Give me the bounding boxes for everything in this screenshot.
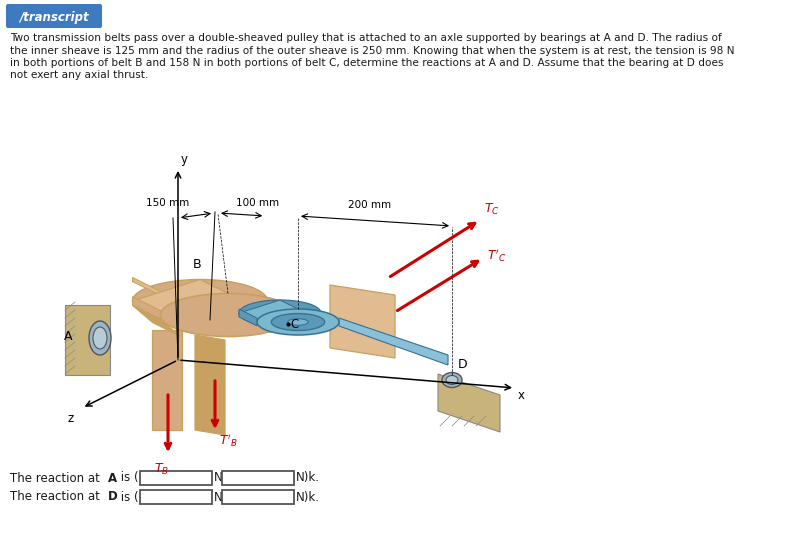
Text: N)j + (: N)j + ( (214, 471, 253, 484)
Text: Two transmission belts pass over a double-sheaved pulley that is attached to an : Two transmission belts pass over a doubl… (10, 33, 722, 43)
Ellipse shape (271, 314, 325, 330)
Text: $T_B$: $T_B$ (154, 462, 169, 477)
Polygon shape (132, 278, 161, 295)
FancyBboxPatch shape (222, 490, 294, 504)
Text: C: C (290, 317, 298, 330)
Text: z: z (68, 412, 74, 425)
Ellipse shape (132, 279, 267, 323)
Text: $T_C$: $T_C$ (484, 202, 500, 217)
Text: D: D (458, 358, 467, 371)
Polygon shape (65, 305, 110, 375)
Text: not exert any axial thrust.: not exert any axial thrust. (10, 70, 148, 81)
Polygon shape (438, 374, 500, 432)
Ellipse shape (161, 294, 296, 337)
Polygon shape (132, 297, 161, 320)
Polygon shape (330, 285, 395, 358)
Text: 100 mm: 100 mm (236, 198, 280, 208)
Ellipse shape (442, 373, 462, 388)
FancyBboxPatch shape (6, 4, 102, 28)
Text: A: A (108, 471, 117, 484)
Text: the inner sheave is 125 mm and the radius of the outer sheave is 250 mm. Knowing: the inner sheave is 125 mm and the radiu… (10, 46, 734, 55)
Polygon shape (239, 309, 257, 326)
Text: 200 mm: 200 mm (348, 200, 392, 210)
Text: B: B (193, 258, 202, 272)
Polygon shape (152, 330, 182, 430)
FancyBboxPatch shape (140, 490, 212, 504)
Text: /transcript: /transcript (19, 11, 89, 24)
Text: N)j + (: N)j + ( (214, 490, 253, 504)
Text: $T'_C$: $T'_C$ (487, 248, 507, 264)
Text: $T'_B$: $T'_B$ (219, 432, 238, 448)
Text: in both portions of belt B and 158 N in both portions of belt C, determine the r: in both portions of belt B and 158 N in … (10, 58, 723, 68)
Ellipse shape (257, 309, 339, 335)
Ellipse shape (93, 327, 107, 349)
Text: A: A (64, 330, 72, 344)
Ellipse shape (288, 319, 308, 325)
Polygon shape (339, 318, 448, 365)
Text: N)k.: N)k. (296, 471, 320, 484)
Text: D: D (108, 490, 117, 504)
Polygon shape (195, 335, 225, 435)
Text: x: x (518, 389, 525, 402)
Polygon shape (132, 279, 228, 315)
Text: The reaction at: The reaction at (10, 490, 104, 504)
Text: is (: is ( (117, 490, 139, 504)
Text: The reaction at: The reaction at (10, 471, 104, 484)
FancyBboxPatch shape (140, 471, 212, 485)
Polygon shape (132, 306, 180, 337)
Text: 150 mm: 150 mm (147, 198, 190, 208)
FancyBboxPatch shape (222, 471, 294, 485)
Text: is (: is ( (117, 471, 139, 484)
Text: y: y (181, 153, 188, 166)
Polygon shape (239, 300, 298, 322)
Ellipse shape (239, 300, 321, 326)
Ellipse shape (89, 321, 111, 355)
Text: N)k.: N)k. (296, 490, 320, 504)
Ellipse shape (446, 375, 458, 384)
